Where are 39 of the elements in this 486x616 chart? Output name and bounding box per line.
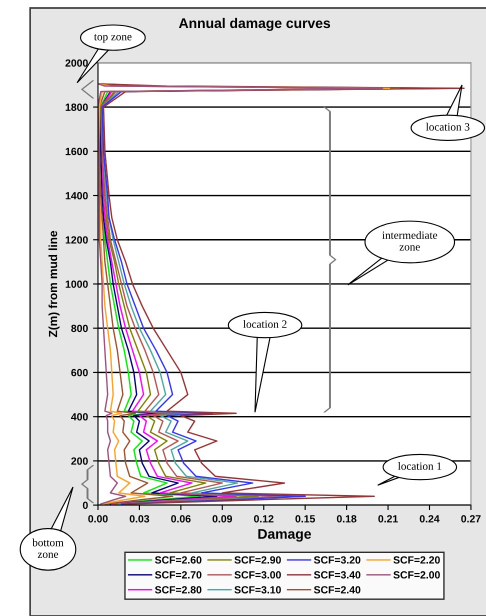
legend-label: SCF=2.40 bbox=[314, 586, 360, 594]
x-tick-label: 0.00 bbox=[88, 515, 108, 522]
y-tick-label: 1600 bbox=[66, 148, 88, 156]
annotation: location 2 bbox=[243, 320, 287, 328]
y-tick-label: 1800 bbox=[66, 104, 88, 111]
text: bottom zone bbox=[32, 538, 64, 558]
x-tick-label: 0.24 bbox=[420, 515, 440, 522]
y-tick-label: 800 bbox=[71, 324, 88, 332]
y-tick-label: 200 bbox=[71, 457, 88, 465]
y-axis-title: Z(m) from mud line bbox=[48, 230, 60, 338]
y-tick-label: 1400 bbox=[66, 192, 88, 200]
y-tick-label: 2000 bbox=[65, 59, 88, 67]
x-tick-label: 0.27 bbox=[461, 515, 481, 522]
legend-label: SCF=2.60 bbox=[154, 556, 202, 564]
x-tick-label: 0.15 bbox=[295, 515, 316, 522]
x-tick-label: 0.09 bbox=[212, 515, 232, 522]
legend-label: SCF=2.00 bbox=[393, 571, 440, 579]
y-tick-label: 1200 bbox=[66, 236, 88, 244]
y-tick-label: 0 bbox=[82, 502, 88, 509]
legend-label: SCF=3.10 bbox=[234, 586, 281, 594]
y-tick-label: 1000 bbox=[66, 280, 88, 288]
x-tick-label: 0.12 bbox=[254, 515, 274, 522]
x-tick-label: 0.06 bbox=[171, 515, 191, 522]
legend-label: SCF=2.90 bbox=[234, 556, 281, 564]
annotation: intermediate zone bbox=[382, 231, 438, 251]
y-tick-label: 400 bbox=[71, 413, 88, 421]
legend-label: SCF=3.20 bbox=[314, 556, 360, 564]
x-tick-label: 0.18 bbox=[336, 515, 356, 522]
chart-title: Annual damage curves bbox=[178, 18, 330, 31]
legend-label: SCF=3.00 bbox=[234, 571, 281, 579]
y-tick-label: 600 bbox=[71, 368, 88, 376]
text: top zone bbox=[94, 34, 132, 43]
x-tick-label: 0.03 bbox=[130, 515, 150, 523]
legend-label: SCF=2.70 bbox=[154, 571, 202, 579]
legend-label: SCF=2.20 bbox=[393, 556, 440, 564]
x-tick-label: 0.21 bbox=[378, 515, 398, 522]
legend-label: SCF=2.80 bbox=[154, 586, 202, 594]
legend-label: SCF=3.40 bbox=[314, 571, 360, 579]
x-axis-title: Damage bbox=[258, 529, 311, 542]
